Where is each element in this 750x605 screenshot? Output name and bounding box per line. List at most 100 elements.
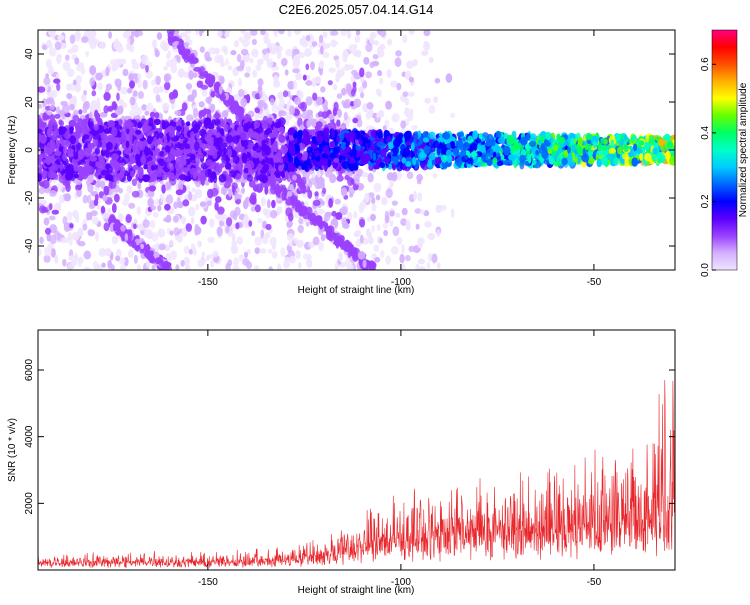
heatmap-cell — [384, 215, 390, 224]
heatmap-cell — [245, 66, 251, 73]
heatmap-cell — [190, 57, 199, 64]
heatmap-cell — [94, 109, 99, 119]
heatmap-cell — [335, 239, 342, 247]
heatmap-cell — [276, 50, 282, 60]
heatmap-cell — [175, 125, 183, 132]
heatmap-cell — [71, 260, 77, 267]
heatmap-cell — [166, 53, 171, 59]
heatmap-cell — [395, 50, 402, 57]
heatmap-cell — [289, 255, 296, 264]
heatmap-cell — [225, 134, 233, 143]
heatmap-cell — [315, 96, 323, 106]
heatmap-cell — [267, 248, 273, 254]
heatmap-cell — [162, 102, 170, 111]
heatmap-cell — [74, 252, 79, 263]
heatmap-cell — [320, 45, 324, 55]
heatmap-cell — [404, 97, 410, 106]
heatmap-cell — [338, 252, 343, 262]
heatmap-cell — [69, 103, 75, 111]
heatmap-cell — [301, 113, 308, 119]
heatmap-cell — [254, 247, 261, 255]
heatmap-cell — [130, 127, 137, 134]
heatmap-cell — [280, 247, 286, 258]
heatmap-cell — [217, 206, 225, 215]
heatmap-cell — [268, 266, 273, 270]
heatmap-cell — [379, 237, 383, 244]
heatmap-cell — [174, 110, 182, 116]
heatmap-cell — [227, 148, 233, 158]
heatmap-cell — [48, 203, 53, 211]
heatmap-cell — [376, 112, 380, 119]
heatmap-cell — [136, 106, 142, 116]
heatmap-cell — [96, 204, 101, 210]
heatmap-cell — [317, 172, 321, 178]
heatmap-cell — [391, 171, 398, 182]
heatmap-cell — [371, 197, 376, 205]
heatmap-cell — [243, 213, 249, 221]
heatmap-cell — [142, 79, 148, 90]
heatmap-cell — [172, 89, 179, 99]
heatmap-cell — [83, 89, 87, 96]
heatmap-cell — [318, 220, 324, 230]
heatmap-cell — [293, 55, 301, 65]
heatmap-cell — [520, 149, 526, 157]
heatmap-cell — [222, 110, 229, 118]
heatmap-cell — [396, 82, 402, 91]
heatmap-cell — [38, 187, 46, 195]
heatmap-cell — [146, 253, 151, 261]
heatmap-cell — [274, 183, 281, 192]
heatmap-cell — [316, 181, 322, 190]
heatmap-cell — [178, 179, 185, 185]
heatmap-cell — [111, 64, 118, 72]
heatmap-cell — [103, 185, 110, 196]
heatmap-cell — [174, 30, 180, 36]
heatmap-cell — [218, 85, 223, 95]
heatmap-cell — [60, 100, 68, 107]
heatmap-cell — [66, 211, 73, 221]
heatmap-cell — [107, 119, 116, 128]
heatmap-cell — [369, 36, 375, 45]
heatmap-cell — [164, 203, 171, 211]
heatmap-cell — [97, 82, 103, 91]
heatmap-cell — [53, 78, 61, 84]
heatmap-cell — [251, 230, 256, 236]
heatmap-cell — [196, 80, 203, 88]
heatmap-cell — [372, 54, 379, 60]
heatmap-cell — [67, 48, 75, 54]
heatmap-cell — [243, 251, 249, 258]
heatmap-cell — [116, 45, 124, 53]
heatmap-cell — [251, 38, 257, 46]
heatmap-cell — [98, 174, 102, 180]
heatmap-cell — [270, 209, 278, 219]
heatmap-cell — [103, 105, 109, 114]
heatmap-cell — [428, 105, 436, 114]
heatmap-cell — [43, 76, 51, 86]
heatmap-cell — [322, 31, 328, 39]
heatmap-cell — [164, 81, 171, 91]
heatmap-cell — [210, 187, 219, 197]
heatmap-cell — [81, 93, 87, 103]
heatmap-cell — [278, 110, 284, 116]
heatmap-cell — [298, 182, 305, 190]
heatmap-cell — [371, 224, 376, 233]
heatmap-cell — [156, 168, 163, 178]
heatmap-cell — [311, 77, 317, 86]
heatmap-cell — [424, 221, 432, 228]
heatmap-cell — [387, 38, 393, 46]
heatmap-cell — [344, 98, 351, 105]
heatmap-cell — [353, 98, 362, 108]
heatmap-cell — [87, 194, 92, 204]
heatmap-cell — [238, 88, 245, 97]
heatmap-cell — [229, 170, 237, 178]
heatmap-cell — [449, 140, 456, 149]
heatmap-cell — [284, 69, 289, 76]
heatmap-cell — [399, 253, 405, 264]
heatmap-cell — [105, 66, 110, 77]
heatmap-cell — [120, 225, 126, 232]
heatmap-cell — [217, 30, 223, 38]
heatmap-cell — [358, 86, 365, 93]
heatmap-cell — [376, 224, 381, 232]
heatmap-cell — [241, 187, 246, 194]
heatmap-cell — [55, 106, 61, 114]
heatmap-cell — [146, 102, 154, 113]
